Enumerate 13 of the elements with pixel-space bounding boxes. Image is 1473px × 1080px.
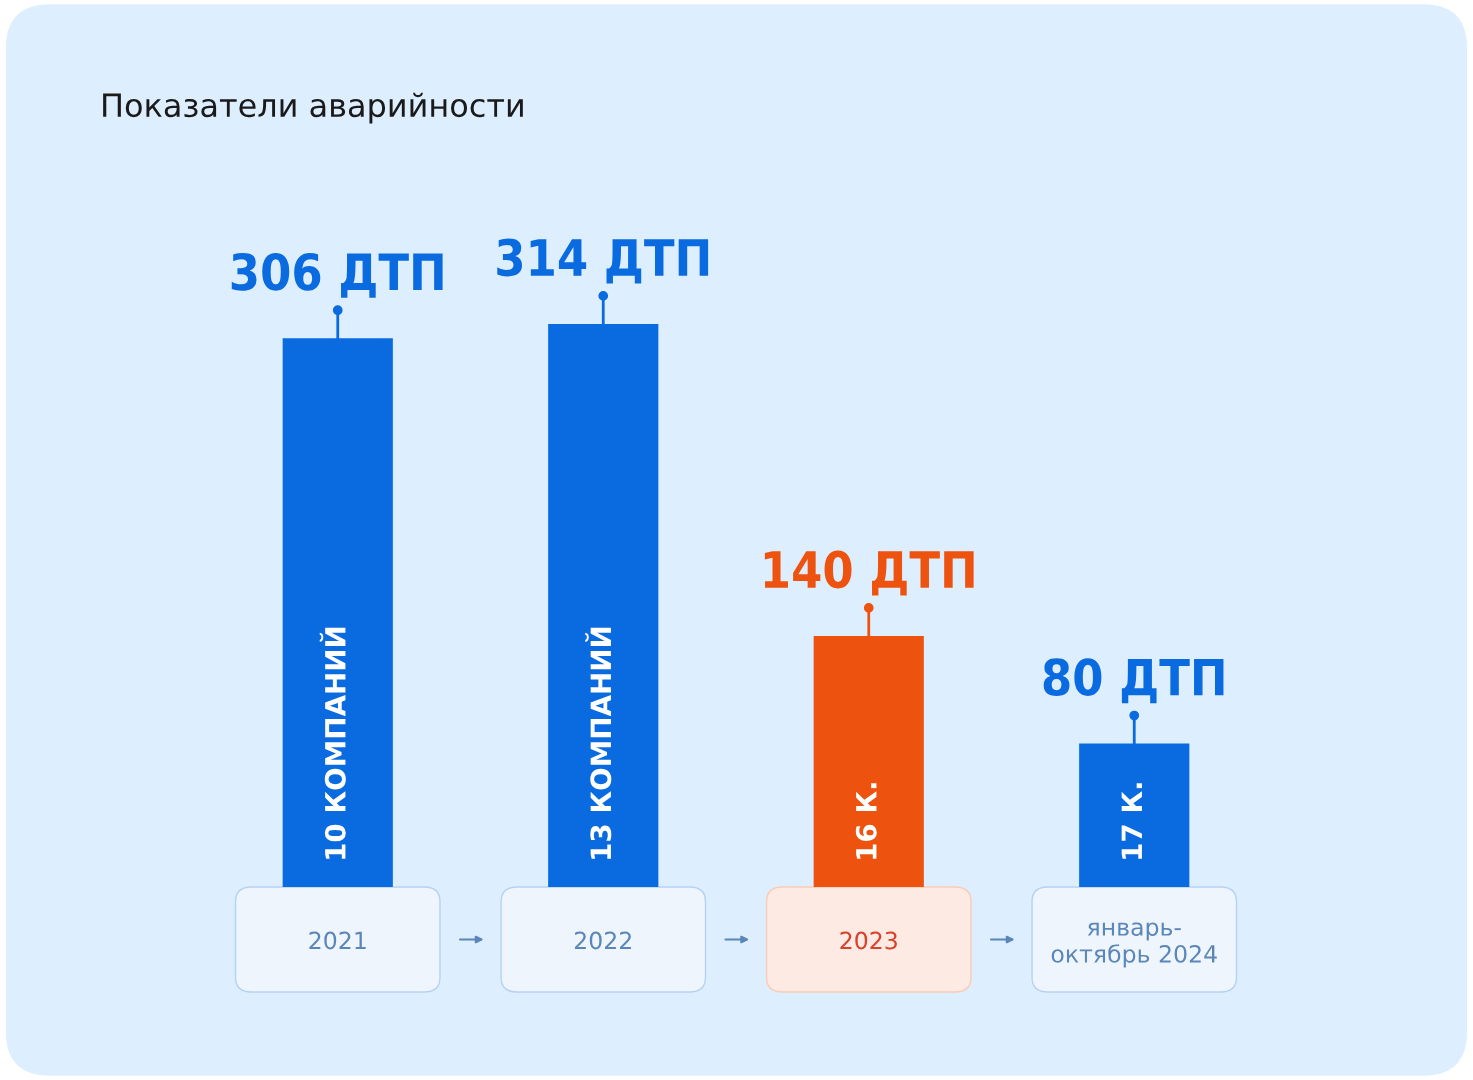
x-tick-label: 2021 xyxy=(309,931,366,950)
annotation: 16 К. xyxy=(855,783,877,859)
annotation: 10 КОМПАНИЙ xyxy=(319,627,346,859)
chart-title: Показатели аварийности xyxy=(103,92,523,124)
data-label: 306 ДТП xyxy=(231,252,443,298)
x-tick-label: 2022 xyxy=(574,931,631,950)
annotation: 17 К. xyxy=(1121,783,1142,859)
data-label: 140 ДТП xyxy=(764,550,974,596)
x-tick-label: январь- октябрь 2024 xyxy=(1051,922,1217,968)
data-label: 314 ДТП xyxy=(497,238,709,284)
data-label: 80 ДТП xyxy=(1043,658,1224,704)
annotation: 13 КОМПАНИЙ xyxy=(585,627,612,859)
x-tick-label: 2023 xyxy=(840,931,897,950)
